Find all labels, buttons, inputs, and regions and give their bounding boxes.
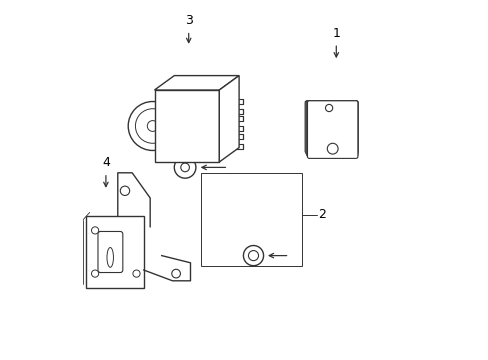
Circle shape — [171, 269, 180, 278]
Circle shape — [91, 227, 99, 234]
Text: 4: 4 — [102, 156, 110, 169]
Polygon shape — [154, 90, 219, 162]
Circle shape — [243, 246, 263, 266]
Circle shape — [248, 251, 258, 261]
Circle shape — [194, 126, 201, 133]
Circle shape — [135, 109, 170, 143]
FancyBboxPatch shape — [306, 101, 357, 157]
Text: 3: 3 — [184, 14, 192, 27]
FancyBboxPatch shape — [305, 101, 357, 153]
Circle shape — [181, 163, 189, 172]
Circle shape — [91, 270, 99, 277]
Text: 2: 2 — [318, 208, 325, 221]
Circle shape — [133, 270, 140, 277]
Circle shape — [185, 80, 190, 85]
Text: 1: 1 — [332, 27, 340, 40]
Bar — [201, 173, 302, 266]
FancyBboxPatch shape — [305, 101, 357, 155]
Polygon shape — [219, 76, 239, 162]
Circle shape — [120, 186, 129, 195]
FancyBboxPatch shape — [307, 101, 357, 158]
Circle shape — [174, 157, 196, 178]
Circle shape — [128, 102, 177, 150]
Circle shape — [203, 80, 207, 85]
Circle shape — [147, 121, 158, 131]
Circle shape — [165, 126, 172, 133]
Bar — [86, 216, 143, 288]
Circle shape — [199, 149, 203, 154]
Polygon shape — [154, 76, 239, 90]
Circle shape — [220, 80, 224, 85]
Circle shape — [168, 80, 173, 85]
Circle shape — [166, 145, 179, 158]
Circle shape — [194, 105, 201, 111]
Circle shape — [165, 105, 172, 111]
